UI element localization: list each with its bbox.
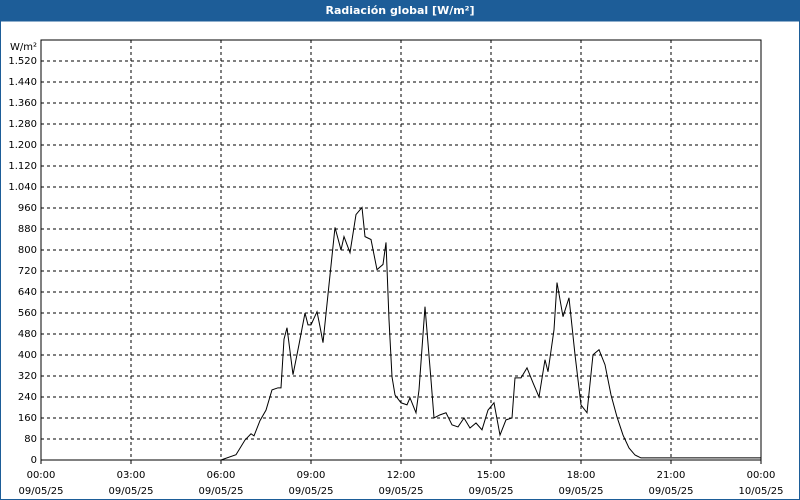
y-tick-label: 1.120: [8, 161, 37, 172]
x-tick-label: 21:00: [657, 470, 686, 481]
x-tick-date: 09/05/25: [379, 486, 424, 497]
x-tick-date: 09/05/25: [469, 486, 514, 497]
x-tick-label: 12:00: [387, 470, 416, 481]
y-tick-label: 240: [18, 392, 37, 403]
y-tick-label: 1.520: [8, 56, 37, 67]
y-tick-label: 1.440: [8, 77, 37, 88]
y-tick-label: 720: [18, 266, 37, 277]
x-tick-label: 18:00: [567, 470, 596, 481]
x-tick-label: 09:00: [297, 470, 326, 481]
y-tick-label: 400: [18, 350, 37, 361]
y-tick-label: 640: [18, 287, 37, 298]
x-tick-date: 09/05/25: [19, 486, 64, 497]
y-tick-label: 0: [31, 455, 37, 466]
x-tick-date: 09/05/25: [649, 486, 694, 497]
y-tick-label: 560: [18, 308, 37, 319]
plot-border: [40, 39, 762, 461]
x-tick-label: 15:00: [477, 470, 506, 481]
y-tick-label: 800: [18, 245, 37, 256]
x-tick-date: 10/05/25: [739, 486, 784, 497]
y-tick-label: 1.280: [8, 119, 37, 130]
y-tick-label: 880: [18, 224, 37, 235]
y-tick-label: 320: [18, 371, 37, 382]
y-tick-label: 1.200: [8, 140, 37, 151]
x-tick-label: 03:00: [117, 470, 146, 481]
x-tick-date: 09/05/25: [559, 486, 604, 497]
title-bar: [0, 0, 800, 21]
x-tick-label: 00:00: [27, 470, 56, 481]
y-tick-label: 1.360: [8, 98, 37, 109]
data-line: [41, 206, 761, 461]
y-tick-label: 1.040: [8, 182, 37, 193]
y-tick-label: 960: [18, 203, 37, 214]
x-tick-label: 06:00: [207, 470, 236, 481]
x-tick-label: 00:00: [747, 470, 776, 481]
y-tick-label: 80: [24, 434, 37, 445]
x-tick-date: 09/05/25: [289, 486, 334, 497]
x-tick-date: 09/05/25: [109, 486, 154, 497]
y-tick-label: 160: [18, 413, 37, 424]
chart-title: Radiación global [W/m²]: [325, 4, 474, 17]
y-tick-label: 480: [18, 329, 37, 340]
x-tick-date: 09/05/25: [199, 486, 244, 497]
y-axis-label: W/m²: [10, 42, 37, 53]
